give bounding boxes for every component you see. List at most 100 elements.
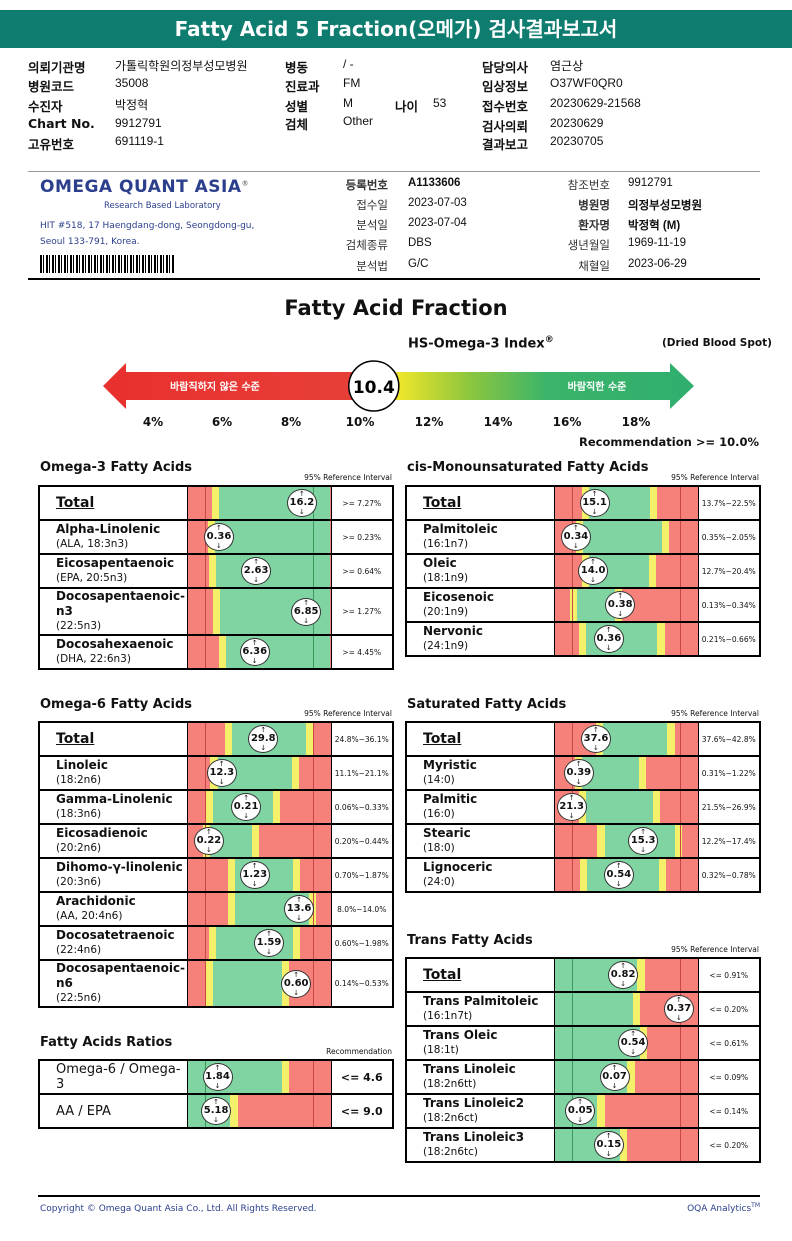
acid-subname: (24:0) bbox=[423, 876, 455, 888]
level-bar: 0.82 bbox=[554, 953, 698, 997]
value-marker: 0.05 bbox=[565, 1089, 596, 1133]
gridline bbox=[313, 521, 315, 553]
gridline bbox=[313, 723, 315, 755]
acid-name: Docosahexaenoic bbox=[56, 637, 174, 651]
patient-label: 임상정보 bbox=[482, 79, 529, 94]
acid-name-cell: Trans Linoleic (18:2n6tt) bbox=[406, 1059, 555, 1094]
gridline bbox=[680, 589, 682, 621]
acid-name-cell: Total bbox=[406, 957, 555, 992]
table-row: Total 37.6 37.6%~42.8% bbox=[406, 717, 760, 761]
level-bar: 1.59 bbox=[187, 921, 331, 965]
acid-subname: (14:0) bbox=[423, 774, 455, 786]
acid-name-cell: Nervonic (24:1n9) bbox=[406, 621, 555, 656]
gridline bbox=[571, 1027, 573, 1059]
yellow-zone bbox=[627, 1061, 635, 1093]
yellow-zone bbox=[658, 859, 667, 891]
lab-value: 2023-06-29 bbox=[628, 258, 687, 270]
acid-subname: (16:0) bbox=[423, 808, 455, 820]
acid-name-cell: Total bbox=[406, 485, 555, 520]
yellow-zone bbox=[570, 589, 578, 621]
acid-name-cell: Eicosapentaenoic (EPA, 20:5n3) bbox=[39, 553, 188, 588]
bad-level-label: 바람직하지 않은 수준 bbox=[170, 380, 260, 393]
yellow-zone bbox=[657, 623, 665, 655]
yellow-zone bbox=[653, 791, 661, 823]
acid-subname: (22:4n6) bbox=[56, 944, 102, 956]
normal-zone bbox=[214, 521, 331, 553]
acid-subname: (22:5n3) bbox=[56, 620, 102, 632]
level-bar-cell: 0.60 bbox=[187, 959, 331, 1007]
patient-label: 접수번호 bbox=[482, 99, 529, 114]
logo-text: OMEGA QUANT ASIA bbox=[40, 177, 242, 197]
patient-value: 9912791 bbox=[115, 116, 162, 130]
patient-label: 진료과 bbox=[285, 79, 320, 94]
gridline bbox=[680, 521, 682, 553]
level-bar: 2.63 bbox=[187, 549, 331, 593]
patient-label: 결과보고 bbox=[482, 137, 529, 152]
value-marker: 12.3 bbox=[206, 751, 237, 795]
registered-mark: ® bbox=[544, 335, 554, 345]
level-bar: 5.18 bbox=[187, 1089, 331, 1133]
table-row: Stearic (18:0) 15.3 12.2%~17.4% bbox=[406, 819, 760, 863]
lab-label: 환자명 bbox=[578, 218, 610, 232]
acid-name: Dihomo-γ-linolenic bbox=[56, 860, 183, 874]
lab-value: 2023-07-03 bbox=[408, 197, 467, 209]
lab-address-1: HIT #518, 17 Haengdang-dong, Seongdong-g… bbox=[40, 221, 255, 231]
patient-value: 박정혁 bbox=[115, 98, 149, 112]
gridline bbox=[313, 961, 315, 1006]
patient-value: M bbox=[343, 96, 353, 110]
patient-value: 20230629-21568 bbox=[550, 96, 641, 110]
acid-name-cell: Gamma-Linolenic (18:3n6) bbox=[39, 789, 188, 824]
value-marker: 0.21 bbox=[231, 785, 262, 829]
gridline bbox=[204, 893, 206, 925]
table-row: Trans Oleic (18:1t) 0.54 <= 0.61% bbox=[406, 1021, 760, 1065]
table-row: Docosapentaenoic-n3 (22:5n3) 6.85 >= 1.27% bbox=[39, 587, 393, 635]
gridline bbox=[204, 723, 206, 755]
patient-label: 병동 bbox=[285, 60, 309, 75]
table-row: Trans Palmitoleic (16:1n7t) 0.37<= 0.20% bbox=[406, 987, 760, 1031]
level-bar: 1.23 bbox=[187, 853, 331, 897]
level-bar: 0.54 bbox=[554, 1021, 698, 1065]
reference-interval: <= 0.91% bbox=[697, 957, 760, 992]
acid-name-cell: Trans Oleic (18:1t) bbox=[406, 1025, 555, 1060]
yellow-zone bbox=[661, 521, 669, 553]
value-marker: 37.6 bbox=[580, 717, 611, 761]
level-bar: 15.3 bbox=[554, 819, 698, 863]
reference-interval: 0.21%~0.66% bbox=[697, 621, 760, 656]
acid-name: Total bbox=[56, 494, 95, 511]
acid-subname: (18:2n6tc) bbox=[423, 1146, 478, 1158]
level-bar: 0.54 bbox=[554, 853, 698, 897]
acid-subname: (16:1n7t) bbox=[423, 1010, 473, 1022]
value-marker: 21.3 bbox=[556, 785, 587, 829]
level-bar: 0.39 bbox=[554, 751, 698, 795]
reference-interval: 0.35%~2.05% bbox=[697, 519, 760, 554]
yellow-zone bbox=[667, 723, 675, 755]
value-marker: 13.6 bbox=[284, 887, 315, 931]
gridline bbox=[680, 859, 682, 891]
section-title: Omega-6 Fatty Acids bbox=[40, 697, 193, 712]
acid-name: Eicosadienoic bbox=[56, 826, 148, 840]
table-row: Dihomo-γ-linolenic (20:3n6) 1.23 0.70%~1.87… bbox=[39, 853, 393, 897]
yellow-zone bbox=[580, 859, 588, 891]
patient-label: 검체 bbox=[285, 117, 309, 132]
gridline bbox=[571, 993, 573, 1025]
level-bar-cell: 1.59 bbox=[187, 921, 331, 965]
index-name-text: HS-Omega-3 Index bbox=[408, 336, 545, 352]
gridline bbox=[313, 757, 315, 789]
acid-name-cell: Trans Linoleic3 (18:2n6tc) bbox=[406, 1127, 555, 1162]
index-tick: 10% bbox=[345, 415, 375, 429]
index-recommendation: Recommendation >= 10.0% bbox=[578, 435, 759, 449]
value-marker: 1.23 bbox=[239, 853, 270, 897]
reference-interval: <= 0.09% bbox=[697, 1059, 760, 1094]
table-row: Palmitoleic (16:1n7) 0.34 0.35%~2.05% bbox=[406, 515, 760, 559]
acid-subname: (20:3n6) bbox=[56, 876, 102, 888]
table-row: Linoleic (18:2n6) 12.3 11.1%~21.1% bbox=[39, 751, 393, 795]
patient-label: 병원코드 bbox=[28, 79, 75, 94]
acid-name: Docosapentaenoic-n6 bbox=[56, 961, 186, 990]
gridline bbox=[313, 1061, 315, 1093]
value-marker: 6.36 bbox=[239, 630, 270, 674]
table-row: Lignoceric (24:0) 0.54 0.32%~0.78% bbox=[406, 853, 760, 897]
yellow-zone bbox=[273, 791, 281, 823]
gridline bbox=[571, 1061, 573, 1093]
barcode bbox=[40, 255, 174, 273]
reference-interval: 0.32%~0.78% bbox=[697, 857, 760, 892]
